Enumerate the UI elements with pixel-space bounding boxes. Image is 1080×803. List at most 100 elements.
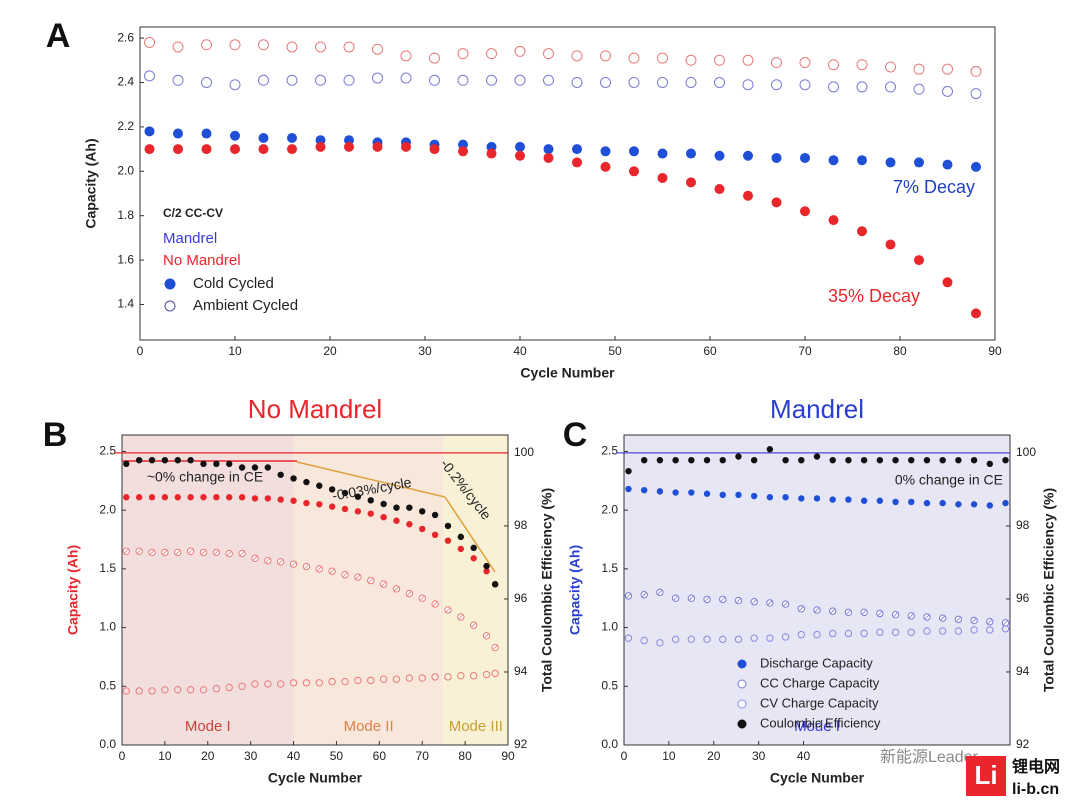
- data-point: [486, 148, 497, 159]
- data-point: [201, 76, 212, 88]
- data-point: [328, 486, 336, 493]
- data-point: [174, 686, 182, 694]
- hatch: [213, 549, 219, 555]
- data-point: [742, 79, 754, 91]
- y-tick-label: 2.4: [117, 75, 134, 89]
- data-point: [986, 460, 994, 468]
- x-tick-label: 20: [201, 749, 215, 763]
- annotation: 0% change in CE: [895, 472, 1003, 488]
- data-point: [719, 456, 726, 464]
- region-label: Mode I: [794, 718, 840, 735]
- data-point: [686, 177, 696, 188]
- hatch: [123, 548, 129, 554]
- data-point: [876, 628, 884, 636]
- y-tick-label: 2.5: [601, 444, 618, 458]
- hatch: [458, 614, 464, 620]
- region-label: Mode II: [344, 718, 394, 735]
- x-axis-label: Cycle Number: [770, 770, 865, 786]
- legend-marker: [737, 659, 747, 669]
- data-point: [923, 456, 931, 464]
- x-tick-label: 0: [119, 749, 126, 763]
- x-tick-label: 60: [703, 344, 717, 358]
- data-point: [238, 494, 246, 501]
- data-point: [971, 308, 981, 319]
- data-point: [714, 150, 725, 161]
- data-point: [857, 155, 867, 166]
- data-point: [470, 544, 477, 552]
- panel-label: C: [563, 416, 588, 454]
- legend-label: Ambient Cycled: [193, 297, 298, 314]
- data-point: [419, 508, 426, 515]
- hatch: [200, 549, 207, 555]
- watermark: 新能源Leader Li 锂电网 li-b.cn: [880, 748, 1060, 798]
- data-point: [986, 502, 994, 509]
- hatch: [657, 589, 663, 595]
- hatch: [971, 618, 977, 624]
- data-point: [161, 494, 169, 501]
- data-point: [813, 453, 821, 460]
- data-point: [543, 144, 554, 155]
- data-point: [457, 48, 469, 60]
- hatch: [861, 609, 867, 615]
- x-tick-label: 20: [323, 344, 337, 358]
- data-point: [201, 39, 212, 51]
- data-point: [406, 504, 413, 511]
- hatch: [783, 601, 789, 607]
- data-point: [908, 498, 915, 506]
- data-point: [572, 157, 582, 168]
- data-point: [341, 489, 349, 497]
- data-point: [457, 533, 465, 541]
- data-point: [719, 491, 726, 499]
- data-point: [657, 172, 668, 183]
- y-tick-label: 1.5: [601, 561, 618, 575]
- legend-marker: [737, 679, 747, 689]
- data-point: [781, 633, 790, 641]
- data-point: [813, 630, 821, 639]
- y-tick-label: 1.0: [601, 620, 618, 634]
- data-point: [429, 52, 440, 64]
- x-tick-label: 80: [893, 344, 907, 358]
- data-point: [213, 460, 220, 468]
- x-tick-label: 40: [797, 749, 811, 763]
- data-point: [828, 155, 839, 166]
- data-point: [771, 152, 782, 163]
- hatch: [814, 607, 820, 613]
- legend-title: C/2 CC-CV: [163, 206, 223, 220]
- data-point: [486, 74, 497, 86]
- hatch: [673, 595, 679, 601]
- data-point: [942, 63, 953, 75]
- data-point: [600, 76, 611, 88]
- data-point: [238, 682, 246, 690]
- data-point: [828, 59, 839, 71]
- region: [122, 435, 294, 745]
- hatch: [162, 549, 168, 555]
- data-point: [543, 48, 554, 60]
- data-point: [431, 531, 439, 539]
- x-tick-label: 10: [158, 749, 172, 763]
- data-point: [201, 128, 212, 139]
- data-point: [144, 37, 155, 49]
- data-point: [970, 501, 978, 508]
- data-point: [685, 76, 697, 88]
- panel-label: A: [46, 17, 71, 55]
- data-point: [860, 456, 868, 464]
- data-point: [372, 72, 383, 84]
- data-point: [782, 494, 789, 501]
- x-tick-label: 30: [752, 749, 766, 763]
- hatch: [908, 613, 914, 619]
- hatch: [471, 622, 477, 628]
- x-tick-label: 80: [458, 749, 472, 763]
- data-point: [856, 81, 868, 93]
- data-point: [703, 635, 711, 644]
- annotation: ~0% change in CE: [147, 469, 263, 485]
- data-point: [766, 446, 774, 453]
- data-point: [571, 50, 583, 62]
- y-tick-label: 2.2: [117, 119, 134, 133]
- region: [624, 435, 1010, 745]
- data-point: [144, 70, 155, 82]
- y-tick-label: 1.4: [117, 297, 134, 311]
- data-point: [813, 495, 821, 502]
- x-tick-label: 60: [373, 749, 387, 763]
- data-point: [148, 687, 156, 695]
- legend-label: Coulombic Efficiency: [760, 715, 881, 730]
